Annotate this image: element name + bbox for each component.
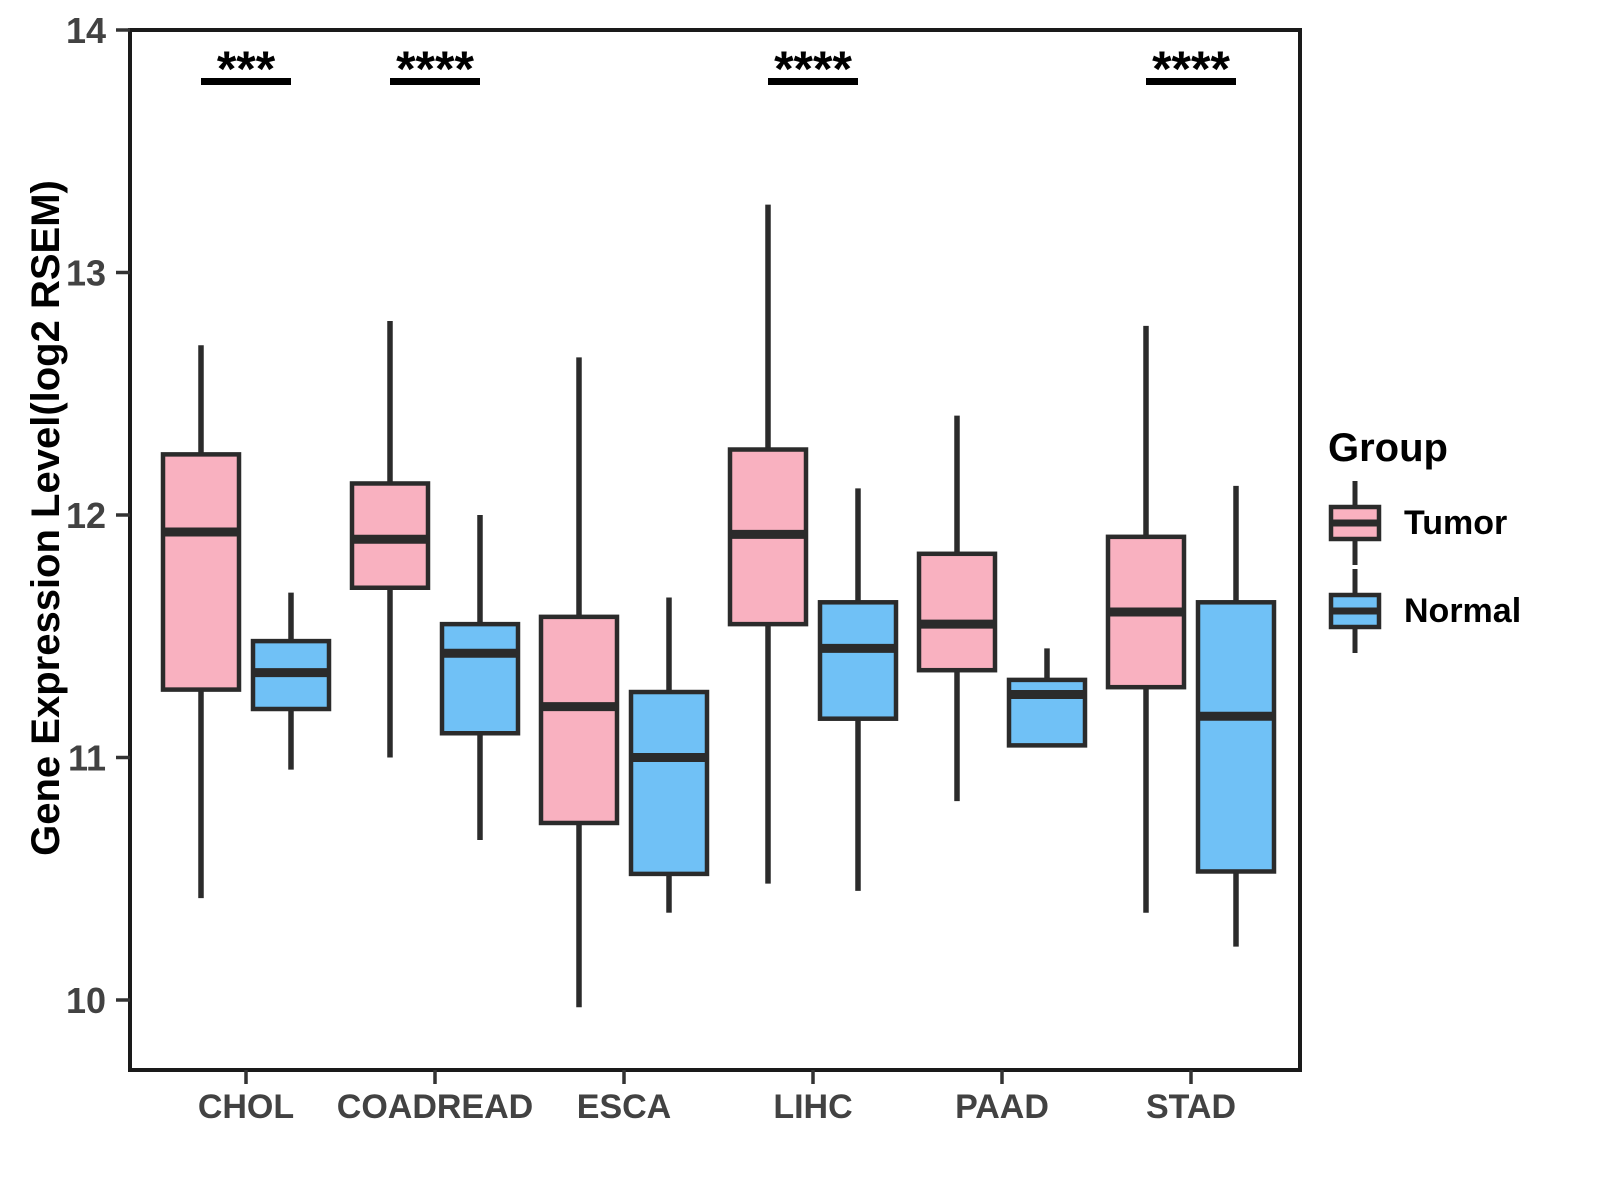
x-axis-tick-label-PAAD: PAAD (955, 1088, 1049, 1126)
tumor-boxplot-key-icon (1328, 481, 1382, 565)
x-axis-tick-label-STAD: STAD (1146, 1088, 1236, 1126)
legend-title: Group (1328, 426, 1448, 470)
y-axis-tick-label: 14 (66, 10, 106, 51)
significance-bar-LIHC (768, 78, 858, 85)
legend-entry-normal: Normal (1326, 567, 1521, 655)
tumor-box-CHOL (160, 452, 242, 692)
significance-stars-LIHC: **** (774, 41, 852, 97)
legend: Group Tumor Normal (1326, 426, 1521, 655)
normal-box-ESCA (628, 689, 710, 877)
y-axis-tick-label: 12 (66, 495, 106, 536)
plot-panel (128, 28, 1302, 1072)
y-axis-tick-label: 10 (66, 980, 106, 1021)
legend-label-tumor: Tumor (1404, 503, 1508, 542)
significance-stars-COADREAD: **** (396, 41, 474, 97)
x-axis-tick-label-COADREAD: COADREAD (337, 1088, 533, 1126)
legend-entry-tumor: Tumor (1326, 479, 1521, 567)
normal-box-STAD (1195, 600, 1277, 874)
tumor-box-PAAD (916, 551, 998, 673)
significance-bar-CHOL (201, 78, 291, 85)
normal-box-LIHC (817, 600, 899, 721)
y-axis-tick-label: 13 (66, 253, 106, 294)
significance-stars-CHOL: *** (217, 41, 276, 97)
x-axis-tick-label-LIHC: LIHC (773, 1088, 852, 1126)
significance-bar-STAD (1146, 78, 1236, 85)
normal-box-COADREAD (439, 621, 521, 736)
normal-boxplot-key-icon (1328, 569, 1382, 653)
y-axis-title: Gene Expression Level(log2 RSEM) (24, 180, 68, 856)
significance-stars-STAD: **** (1152, 41, 1230, 97)
normal-box-PAAD (1006, 677, 1088, 748)
significance-bar-COADREAD (390, 78, 480, 85)
tumor-box-ESCA (538, 614, 620, 826)
x-axis-tick-label-ESCA: ESCA (577, 1088, 671, 1126)
y-axis-tick-label: 11 (68, 738, 106, 779)
x-axis-tick-label-CHOL: CHOL (198, 1088, 294, 1126)
legend-label-normal: Normal (1404, 591, 1522, 630)
